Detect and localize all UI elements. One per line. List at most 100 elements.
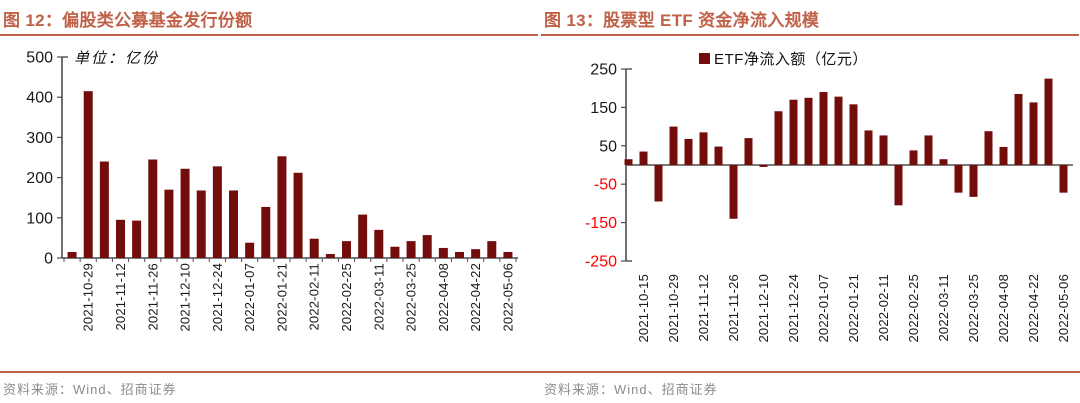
x-tick-label: 2022-02-11 (307, 263, 322, 331)
x-tick-label: 2021-12-24 (786, 274, 801, 343)
x-tick-label: 2022-03-11 (371, 263, 386, 331)
source-note: 资料来源：Wind、招商证券 (0, 371, 541, 398)
panel-etf-netflow: 图 13：股票型 ETF 资金净流入规模 ETF净流入额（亿元） -250 -15… (541, 0, 1080, 403)
y-tick-label: 250 (590, 62, 617, 79)
source-note-text: 资料来源：Wind、招商证券 (3, 382, 177, 397)
etf-netflow-bar-chart: -250 -150 -50 50 150 250 2021-10-15 2021-10-29 2… (585, 62, 1073, 343)
x-tick-label: 2022-01-07 (816, 274, 831, 343)
x-tick-label: 2022-03-11 (936, 274, 951, 342)
bar (924, 135, 933, 165)
x-tick-label: 2022-04-08 (996, 274, 1011, 343)
y-tick-label: 100 (26, 210, 53, 227)
x-tick-label: 2022-04-22 (468, 263, 483, 332)
bar (358, 214, 368, 258)
bar (834, 96, 843, 165)
bar (744, 138, 753, 165)
y-tick-label: 0 (44, 251, 53, 268)
bar (116, 219, 125, 258)
bar (1044, 78, 1053, 165)
bar (455, 251, 464, 258)
bar (503, 251, 513, 258)
y-tick-label: -250 (585, 254, 617, 271)
bar (624, 159, 633, 165)
bar (309, 238, 319, 258)
y-tick-label: 200 (26, 170, 53, 187)
bar (819, 92, 828, 165)
bar (789, 99, 798, 165)
bar (879, 135, 888, 165)
x-tick-label: 2021-11-26 (726, 274, 741, 342)
bar (148, 159, 158, 258)
bar (471, 249, 481, 258)
x-tick-label: 2021-12-10 (756, 274, 771, 343)
x-tick-label: 2022-01-21 (274, 263, 289, 332)
bar (759, 165, 768, 167)
x-tick-label: 2021-12-24 (210, 263, 225, 332)
x-tick-label: 2021-12-10 (178, 263, 193, 332)
x-tick-label: 2022-02-25 (339, 263, 354, 332)
y-tick-label: 300 (26, 130, 53, 147)
bar (261, 206, 271, 258)
x-tick-label: 2022-03-25 (404, 263, 419, 332)
bar (487, 241, 497, 258)
chart-title: 图 13：股票型 ETF 资金净流入规模 (541, 0, 1079, 36)
bar (804, 97, 813, 165)
x-tick-label: 2022-02-11 (876, 274, 891, 342)
bar (83, 91, 93, 258)
x-tick-label: 2022-02-25 (906, 274, 921, 343)
y-tick-label: -50 (594, 177, 617, 194)
x-tick-label: 2022-05-06 (1056, 274, 1071, 343)
x-tick-label: 2021-11-26 (145, 263, 160, 331)
bar (654, 165, 663, 202)
bar (390, 246, 400, 258)
x-tick-label: 2021-11-12 (113, 263, 128, 331)
bar (422, 235, 432, 258)
x-tick-label: 2021-11-12 (696, 274, 711, 342)
bar (1029, 102, 1038, 165)
x-tick-label: 2021-10-29 (81, 263, 96, 332)
x-tick-label: 2022-01-07 (242, 263, 257, 332)
bar (969, 165, 978, 197)
bar (774, 111, 783, 165)
bar (714, 146, 723, 165)
bar (132, 220, 142, 258)
bar (1014, 93, 1023, 165)
source-note-text: 资料来源：Wind、招商证券 (544, 382, 718, 397)
bar (67, 251, 77, 258)
bar (99, 161, 109, 258)
x-tick-label: 2022-04-08 (436, 263, 451, 332)
fund-issuance-bar-chart: 0 100 200 300 400 500 2021-10-29 2021-11-12 2021… (26, 50, 518, 332)
x-tick-label: 2022-04-22 (1026, 274, 1041, 343)
y-tick-label: 400 (26, 90, 53, 107)
bar (374, 229, 384, 258)
y-tick-label: 500 (26, 50, 53, 67)
x-tick-label: 2022-03-25 (966, 274, 981, 343)
bar (438, 247, 448, 258)
bar (984, 131, 993, 165)
chart-title: 图 12：偏股类公募基金发行份额 (0, 0, 538, 36)
source-note: 资料来源：Wind、招商证券 (541, 371, 1080, 398)
y-tick-label: 150 (590, 100, 617, 117)
bar (939, 159, 948, 165)
bar (699, 132, 708, 165)
bar (684, 138, 693, 165)
bar (639, 151, 648, 165)
bar (196, 190, 206, 258)
panel-fund-issuance: 图 12：偏股类公募基金发行份额 单位：亿份 0 100 200 300 400 500 2… (0, 0, 541, 403)
x-tick-label: 2021-10-15 (636, 274, 651, 343)
bar (229, 190, 238, 258)
y-tick-label: -150 (585, 215, 617, 232)
bar (909, 150, 918, 165)
bar (180, 168, 190, 258)
bar (864, 130, 873, 165)
bar (849, 104, 858, 165)
bar (1059, 165, 1068, 193)
bar (277, 156, 287, 258)
x-tick-label: 2022-05-06 (500, 263, 515, 332)
bar (342, 241, 351, 258)
bar (293, 172, 303, 258)
bar (954, 165, 963, 193)
y-tick-label: 50 (599, 138, 617, 155)
bar (212, 166, 222, 258)
